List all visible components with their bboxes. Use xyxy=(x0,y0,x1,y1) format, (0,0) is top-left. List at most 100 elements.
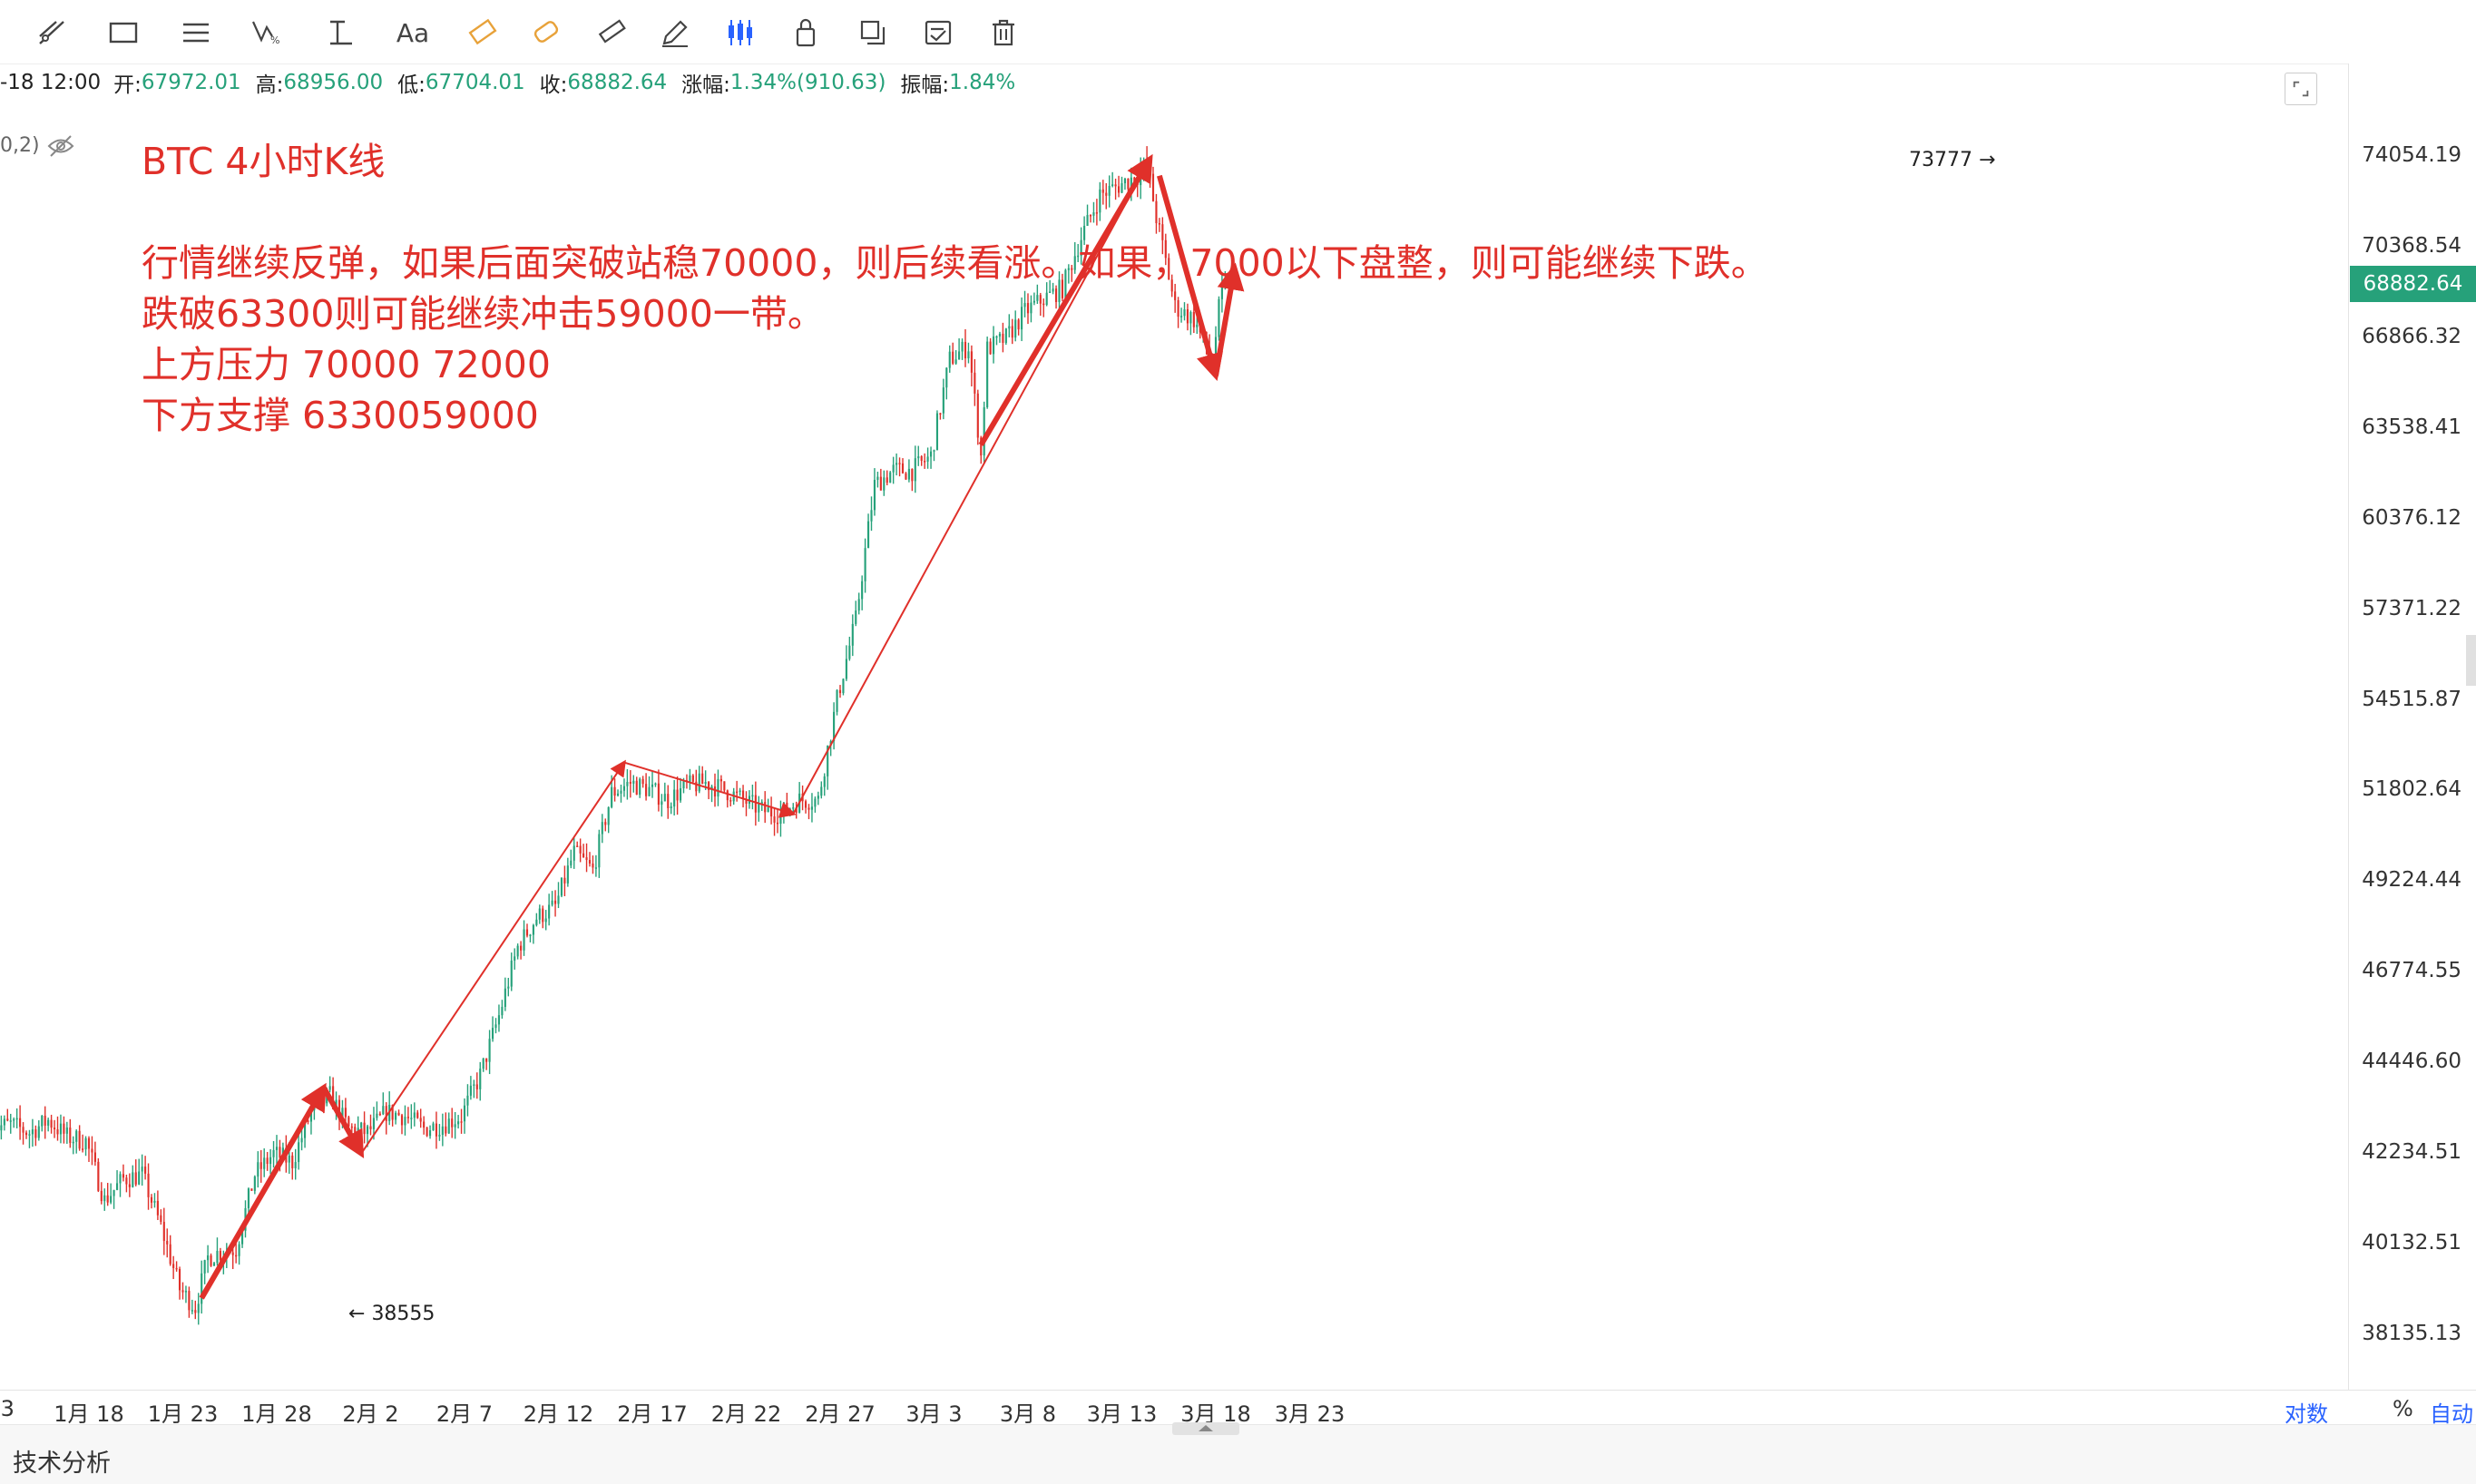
rectangle-icon[interactable] xyxy=(103,13,143,53)
candle-body xyxy=(917,456,920,459)
date-tick: 13 xyxy=(0,1396,15,1421)
candle-body xyxy=(754,795,757,813)
candle-body xyxy=(820,786,823,796)
candle-body xyxy=(63,1123,65,1134)
pencil-icon[interactable] xyxy=(655,13,695,53)
price-tick: 51802.64 xyxy=(2362,777,2461,802)
candlestick-chart[interactable] xyxy=(0,63,2348,1390)
candle-body xyxy=(648,786,651,796)
percent-scale-button[interactable]: % xyxy=(2393,1396,2413,1421)
low-marker: ← 38555 xyxy=(348,1303,436,1325)
candle-type-icon[interactable] xyxy=(720,13,760,53)
price-axis[interactable] xyxy=(2348,63,2476,1390)
candle-body xyxy=(632,780,635,784)
candle-body xyxy=(247,1188,250,1208)
lock-icon[interactable] xyxy=(786,13,826,53)
candle-body xyxy=(1021,307,1023,330)
candle-body xyxy=(704,782,707,785)
candle-body xyxy=(216,1250,219,1264)
change-value: 1.34%(910.63) xyxy=(729,71,886,94)
candle-body xyxy=(341,1108,344,1120)
fib-icon[interactable]: % xyxy=(247,13,287,53)
candle-body xyxy=(132,1172,134,1187)
candle-body xyxy=(833,711,836,742)
candle-body xyxy=(1030,302,1032,314)
candle-body xyxy=(1161,224,1164,240)
brush-icon[interactable] xyxy=(592,13,631,53)
candle-body xyxy=(1032,300,1035,303)
candle-body xyxy=(1155,200,1158,224)
candle-body xyxy=(657,783,660,805)
candle-body xyxy=(507,986,510,989)
candle-body xyxy=(532,924,534,935)
candles xyxy=(0,146,1227,1325)
hide-eye-icon[interactable] xyxy=(47,134,74,158)
candle-body xyxy=(475,1084,478,1089)
candle-body xyxy=(263,1157,266,1169)
candle-body xyxy=(294,1162,297,1168)
log-scale-button[interactable]: 对数 xyxy=(2285,1401,2328,1427)
candle-body xyxy=(857,599,860,611)
candle-body xyxy=(100,1190,103,1202)
candle-body xyxy=(125,1177,128,1185)
candle-body xyxy=(698,773,700,792)
expand-icon[interactable] xyxy=(2285,73,2317,105)
candle-body xyxy=(879,476,882,491)
side-panel-handle[interactable] xyxy=(2466,635,2476,686)
candle-body xyxy=(895,463,898,465)
horizontal-lines-icon[interactable] xyxy=(176,13,216,53)
candle-body xyxy=(1196,324,1199,327)
template-icon[interactable] xyxy=(918,13,958,53)
candle-body xyxy=(1174,291,1177,300)
candle-body xyxy=(97,1161,100,1191)
candle-body xyxy=(419,1118,422,1122)
trend-line-icon[interactable] xyxy=(33,13,73,53)
candle-body xyxy=(1086,214,1089,226)
candle-body xyxy=(447,1118,450,1134)
candle-body xyxy=(723,781,726,791)
annotation-title: BTC 4小时K线 xyxy=(142,140,386,183)
candle-body xyxy=(1158,223,1160,225)
candle-body xyxy=(1052,288,1054,292)
text-icon[interactable]: Aa xyxy=(396,17,430,48)
pattern-icon[interactable] xyxy=(463,13,503,53)
candle-body xyxy=(404,1117,406,1126)
candle-body xyxy=(463,1105,466,1122)
date-tick: 3月 13 xyxy=(1086,1401,1158,1427)
candle-body xyxy=(357,1128,359,1136)
trash-icon[interactable] xyxy=(984,13,1023,53)
candle-body xyxy=(1067,268,1070,270)
candle-body xyxy=(1186,308,1189,324)
candle-body xyxy=(689,775,691,783)
candle-body xyxy=(1164,239,1167,259)
candle-body xyxy=(604,822,607,825)
candle-body xyxy=(645,784,648,796)
candle-body xyxy=(538,908,541,920)
candle-body xyxy=(838,689,842,694)
candle-body xyxy=(620,790,622,794)
candle-body xyxy=(497,1015,501,1025)
candle-body xyxy=(848,645,851,659)
candle-body xyxy=(266,1157,269,1165)
candle-body xyxy=(59,1123,63,1135)
candle-body xyxy=(622,786,626,791)
candle-body xyxy=(56,1129,59,1135)
candle-body xyxy=(212,1263,216,1266)
candle-body xyxy=(601,822,603,835)
ruler-icon[interactable] xyxy=(526,13,566,53)
time-axis[interactable] xyxy=(0,1390,2476,1425)
candle-body xyxy=(758,804,760,813)
candle-body xyxy=(954,359,957,364)
candle-body xyxy=(307,1120,309,1122)
candle-body xyxy=(87,1137,91,1149)
candle-body xyxy=(397,1112,400,1116)
date-tick: 2月 12 xyxy=(523,1401,594,1427)
date-tick: 2月 27 xyxy=(805,1401,876,1427)
candle-body xyxy=(184,1291,188,1293)
auto-scale-button[interactable]: 自动 xyxy=(2430,1401,2473,1427)
measure-icon[interactable] xyxy=(321,13,361,53)
trend-arrow xyxy=(792,155,1152,815)
technical-analysis-tab[interactable]: 技术分析 xyxy=(13,1450,111,1478)
panel-resize-grip[interactable] xyxy=(1172,1422,1239,1435)
layers-icon[interactable] xyxy=(853,13,893,53)
